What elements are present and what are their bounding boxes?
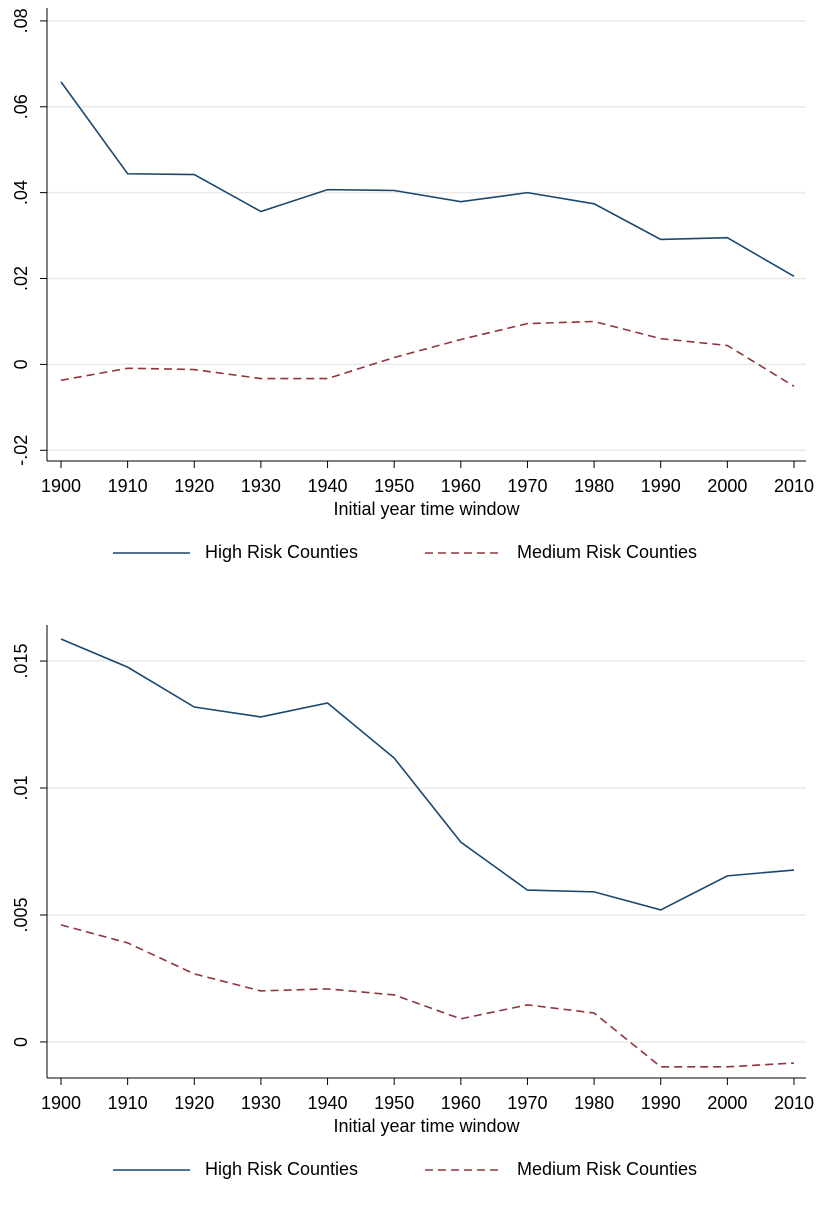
y-tick-label: .01 (11, 776, 31, 801)
x-tick-label: 1940 (308, 476, 348, 496)
x-tick-label: 1910 (108, 1093, 148, 1113)
x-tick-label: 1910 (108, 476, 148, 496)
x-tick-label: 1950 (374, 1093, 414, 1113)
x-tick-label: 1900 (41, 1093, 81, 1113)
legend-label: High Risk Counties (205, 1159, 358, 1179)
y-tick-label: .08 (11, 8, 31, 33)
y-tick-label: -.02 (11, 435, 31, 466)
x-tick-label: 1900 (41, 476, 81, 496)
x-tick-label: 1970 (507, 476, 547, 496)
x-axis-label: Initial year time window (333, 499, 520, 519)
y-tick-label: .04 (11, 180, 31, 205)
x-tick-label: 2000 (707, 476, 747, 496)
x-tick-label: 1930 (241, 476, 281, 496)
x-tick-label: 1990 (641, 1093, 681, 1113)
legend-label: High Risk Counties (205, 542, 358, 562)
series-line (60, 924, 795, 1068)
x-tick-label: 1960 (441, 476, 481, 496)
legend-label: Medium Risk Counties (517, 1159, 697, 1179)
y-tick-label: .015 (11, 644, 31, 679)
y-tick-label: .02 (11, 266, 31, 291)
x-tick-label: 1920 (174, 476, 214, 496)
y-tick-label: 0 (11, 1037, 31, 1047)
x-tick-label: 1930 (241, 1093, 281, 1113)
series-line (60, 638, 795, 911)
x-tick-label: 2000 (707, 1093, 747, 1113)
x-tick-label: 1970 (507, 1093, 547, 1113)
x-tick-label: 1960 (441, 1093, 481, 1113)
x-tick-label: 1980 (574, 476, 614, 496)
y-tick-label: .005 (11, 897, 31, 932)
series-line (60, 320, 795, 387)
y-tick-label: 0 (11, 359, 31, 369)
y-tick-label: .06 (11, 94, 31, 119)
x-tick-label: 1940 (308, 1093, 348, 1113)
x-tick-label: 1950 (374, 476, 414, 496)
series-line (60, 81, 795, 278)
x-tick-label: 1980 (574, 1093, 614, 1113)
x-tick-label: 2010 (774, 1093, 814, 1113)
x-axis-label: Initial year time window (333, 1116, 520, 1136)
x-tick-label: 2010 (774, 476, 814, 496)
x-tick-label: 1990 (641, 476, 681, 496)
x-tick-label: 1920 (174, 1093, 214, 1113)
legend-label: Medium Risk Counties (517, 542, 697, 562)
